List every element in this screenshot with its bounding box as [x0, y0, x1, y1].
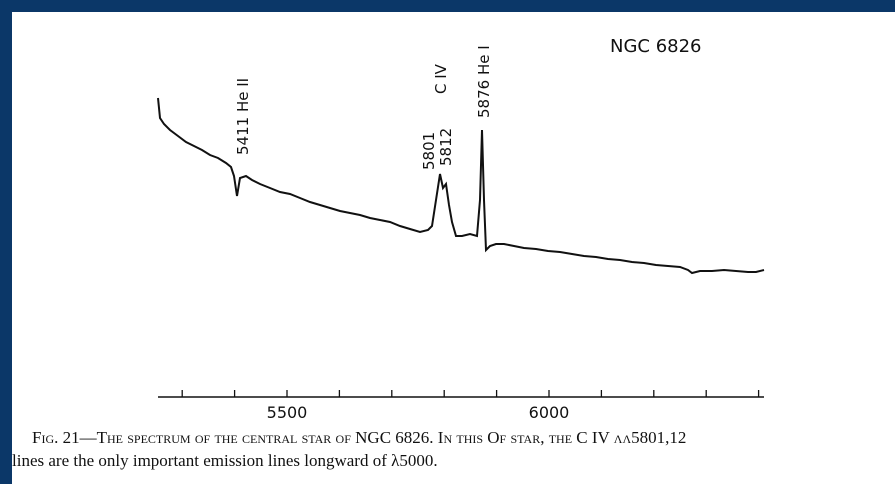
figure: NGC 6826 5500 6000 5411 He II C IV 5801 …: [12, 12, 895, 484]
line-label: 5801: [420, 132, 438, 170]
caption-line: lines are the only important emission li…: [12, 451, 438, 470]
figure-plot: NGC 6826 5500 6000 5411 He II C IV 5801 …: [157, 36, 765, 422]
line-label: 5812: [437, 128, 455, 166]
line-label: 5411 He II: [234, 78, 252, 155]
line-label: 5876 He I: [475, 45, 493, 118]
caption-line: Fig. 21—The spectrum of the central star…: [32, 428, 687, 447]
axis-label: 5500: [267, 403, 308, 422]
figure-title: NGC 6826: [610, 36, 702, 57]
axis-label: 6000: [529, 403, 570, 422]
x-ticks: [181, 390, 760, 397]
spectrum: [157, 97, 765, 275]
line-label: C IV: [432, 63, 450, 94]
